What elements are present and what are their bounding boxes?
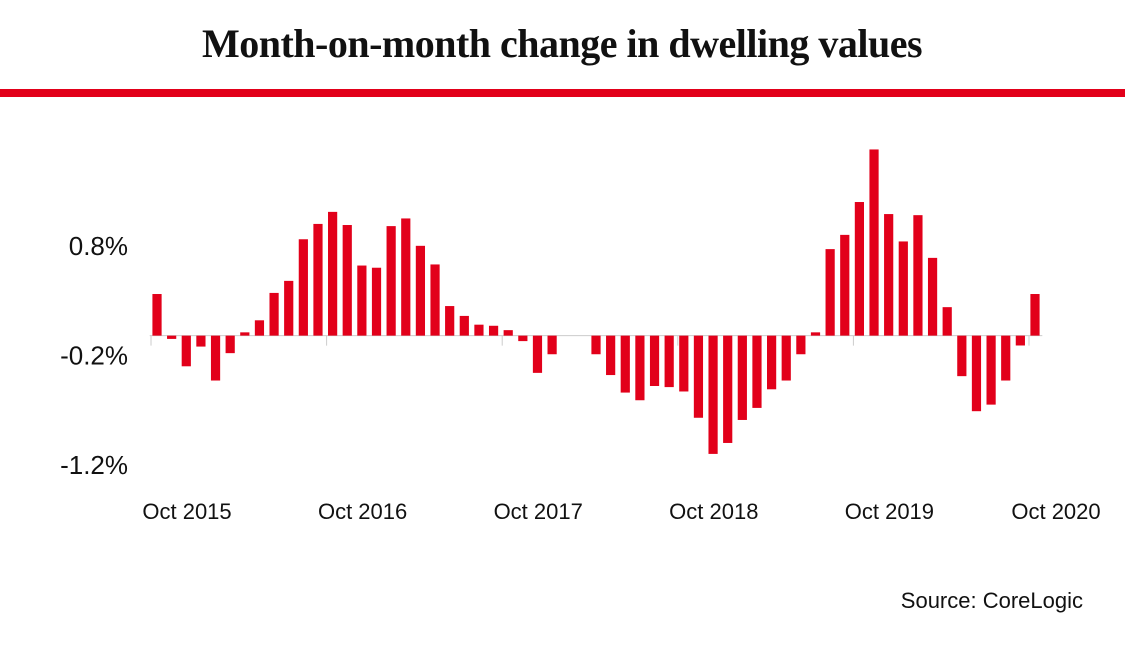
bar xyxy=(649,335,660,387)
bar xyxy=(474,324,484,336)
bar xyxy=(240,332,250,336)
bar xyxy=(167,335,177,339)
bar xyxy=(971,335,982,412)
bar xyxy=(430,264,440,336)
bar xyxy=(401,218,411,336)
bar xyxy=(840,234,850,336)
bar xyxy=(606,335,616,376)
bar xyxy=(884,214,894,336)
bar xyxy=(357,265,367,336)
title-rule xyxy=(0,89,1125,97)
bar xyxy=(1015,335,1025,346)
bar xyxy=(269,292,279,336)
bar xyxy=(196,335,206,347)
bar xyxy=(781,335,791,381)
bar xyxy=(810,332,821,336)
y-tick-label: -1.2% xyxy=(60,450,128,480)
bar xyxy=(181,335,191,367)
bar xyxy=(342,225,352,336)
bar xyxy=(328,211,338,336)
bar xyxy=(1030,294,1040,336)
x-tick-label: Oct 2015 xyxy=(142,499,231,524)
bar xyxy=(942,307,952,336)
bar xyxy=(532,335,543,373)
bar xyxy=(957,335,967,377)
bar xyxy=(503,330,513,336)
bar xyxy=(927,257,938,336)
bar xyxy=(869,149,879,336)
bar xyxy=(986,335,996,405)
x-tick-label: Oct 2017 xyxy=(494,499,583,524)
bar xyxy=(913,215,923,336)
x-tick-label: Oct 2020 xyxy=(1011,499,1100,524)
bar xyxy=(708,335,718,454)
bar xyxy=(313,223,323,336)
bar xyxy=(298,239,308,336)
bar xyxy=(664,335,674,388)
bar xyxy=(547,335,557,355)
x-tick-label: Oct 2019 xyxy=(845,499,934,524)
bar xyxy=(459,315,469,336)
y-tick-label: -0.2% xyxy=(60,340,128,370)
bar xyxy=(898,241,908,336)
bar xyxy=(767,335,777,390)
bar xyxy=(1001,335,1011,381)
bar xyxy=(635,335,645,401)
bar xyxy=(488,325,499,336)
chart-title: Month-on-month change in dwelling values xyxy=(202,21,922,66)
bar xyxy=(825,249,835,336)
bar xyxy=(854,202,865,336)
bar xyxy=(518,335,528,342)
bar xyxy=(591,335,601,355)
source: Source: CoreLogic xyxy=(901,588,1083,613)
bar xyxy=(371,267,382,336)
bar xyxy=(386,226,396,336)
bar xyxy=(415,245,426,336)
x-tick-label: Oct 2018 xyxy=(669,499,758,524)
bar xyxy=(620,335,630,393)
bar xyxy=(152,294,162,336)
x-tick-label: Oct 2016 xyxy=(318,499,407,524)
bar xyxy=(693,335,704,418)
y-tick-label: 0.8% xyxy=(69,231,128,261)
bar xyxy=(737,335,747,420)
bar xyxy=(679,335,689,392)
bar xyxy=(225,335,235,354)
bar xyxy=(445,306,455,336)
bar xyxy=(723,335,733,443)
bar xyxy=(254,320,265,336)
bar xyxy=(284,280,294,336)
bar xyxy=(796,335,806,355)
bar xyxy=(210,335,221,381)
bar xyxy=(752,335,762,408)
